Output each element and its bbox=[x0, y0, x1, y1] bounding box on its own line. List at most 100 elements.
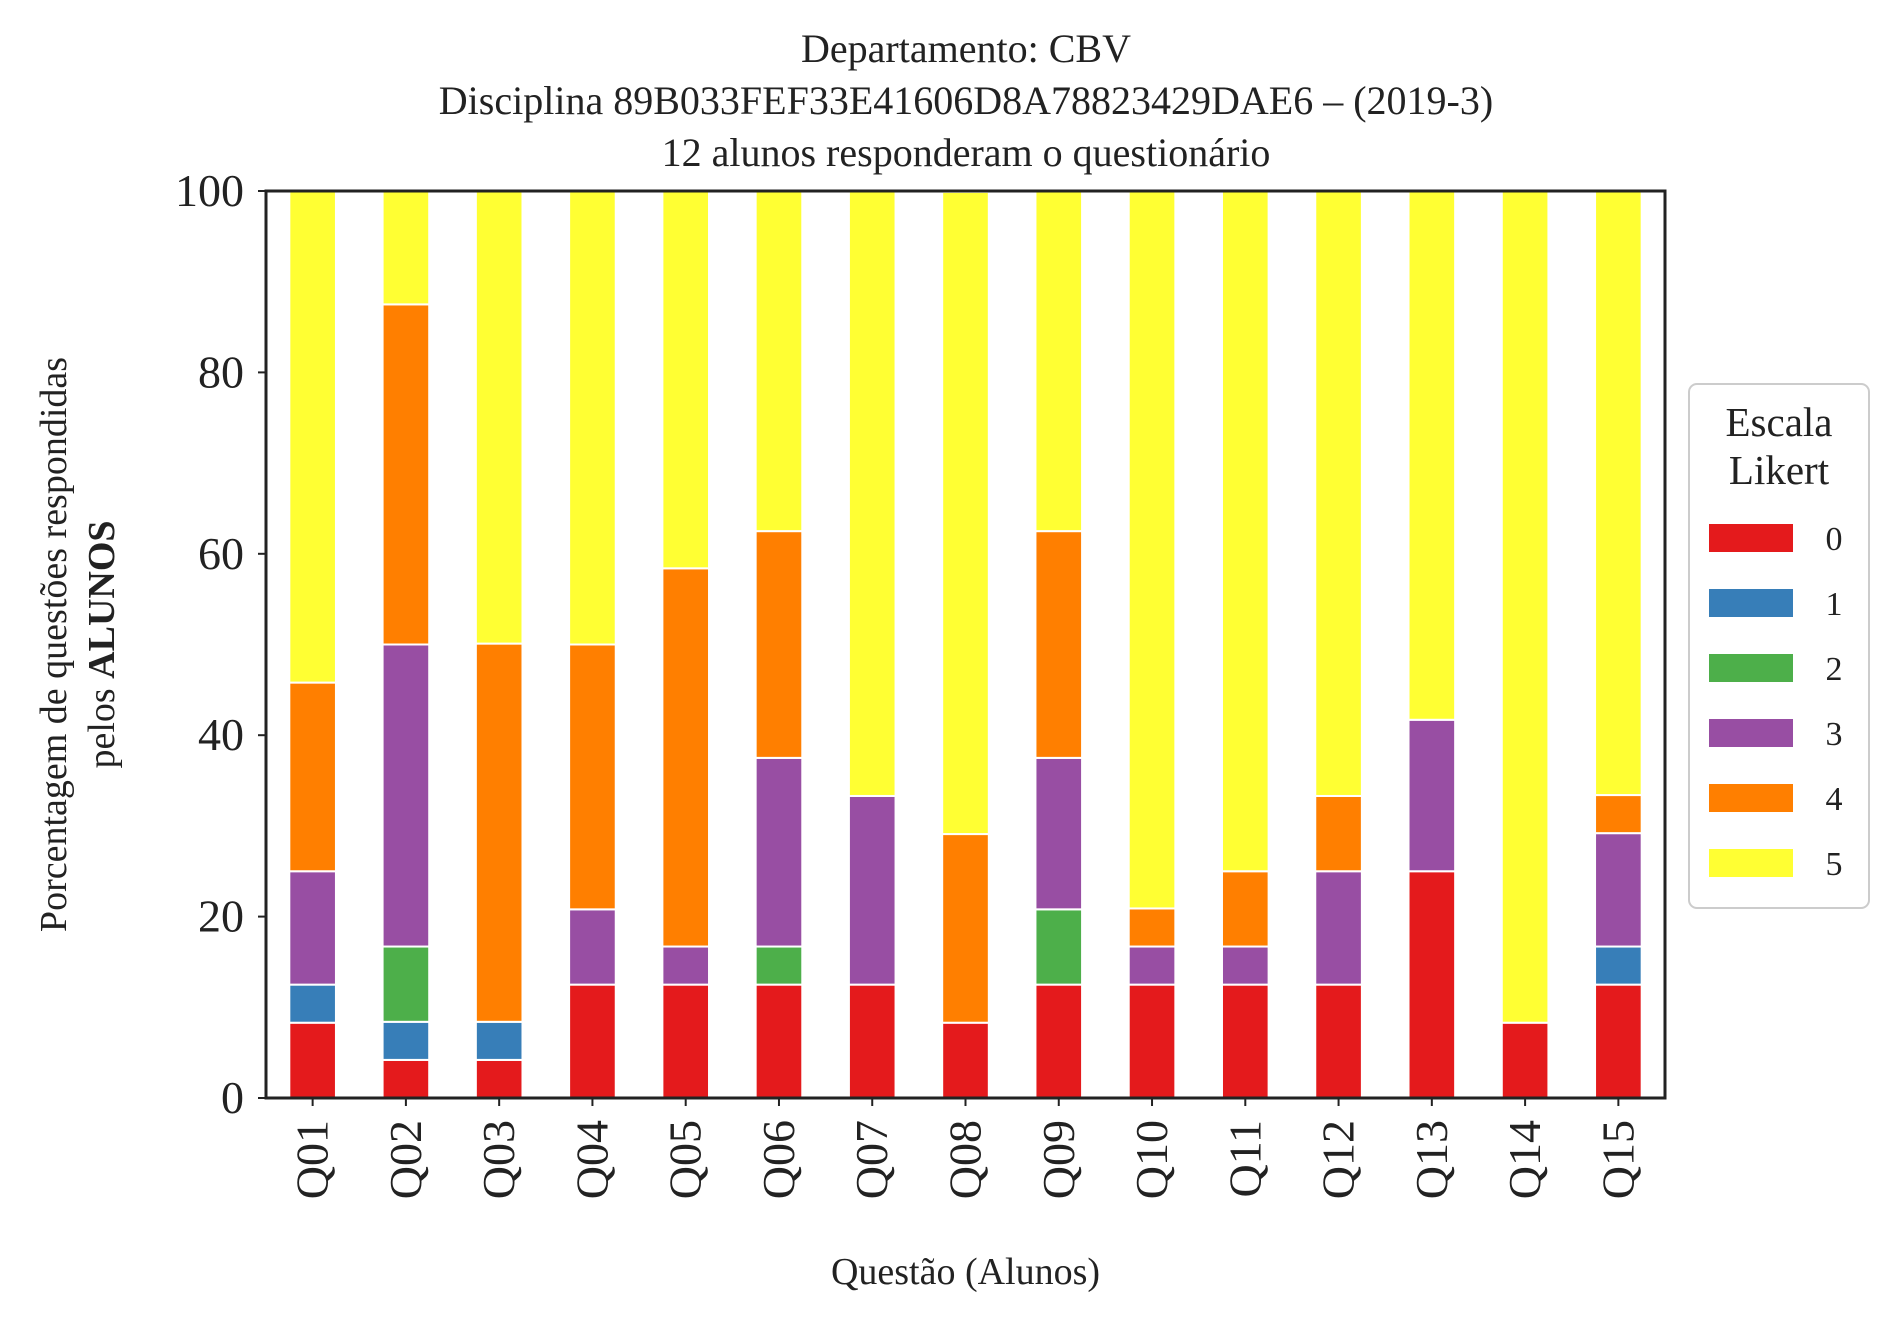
y-tick-label: 0 bbox=[221, 1072, 244, 1123]
bar-q09-likert-4 bbox=[1034, 530, 1084, 759]
bar-q03-likert-5 bbox=[474, 189, 524, 645]
legend-box bbox=[1688, 383, 1870, 909]
y-tick-label: 20 bbox=[198, 891, 244, 942]
bar-q09-likert-3 bbox=[1034, 756, 1084, 911]
bar-q01-likert-5 bbox=[288, 190, 337, 684]
bar-q06-likert-5 bbox=[754, 190, 804, 533]
x-tick-label-q08: Q08 bbox=[940, 1120, 991, 1199]
bar-q02-likert-4 bbox=[381, 303, 431, 646]
bar-q02-likert-0 bbox=[381, 1058, 431, 1100]
x-tick-label-q09: Q09 bbox=[1033, 1120, 1084, 1199]
bar-q07-likert-5 bbox=[847, 190, 897, 797]
bar-q15-likert-0 bbox=[1594, 983, 1643, 1099]
y-axis-label-line-1: Porcentagem de questões respondidas bbox=[33, 357, 75, 932]
x-tick-label-q14: Q14 bbox=[1499, 1120, 1550, 1199]
x-tick-label-q10: Q10 bbox=[1126, 1120, 1177, 1199]
x-axis-label: Questão (Alunos) bbox=[831, 1251, 1100, 1293]
legend-swatch-0 bbox=[1709, 524, 1793, 552]
bar-q10-likert-5 bbox=[1127, 189, 1177, 910]
bar-q03-likert-0 bbox=[474, 1058, 524, 1100]
legend-label-2: 2 bbox=[1826, 651, 1843, 688]
bar-q04-likert-4 bbox=[568, 643, 617, 911]
bar-q01-likert-3 bbox=[288, 870, 337, 986]
bar-q01-likert-0 bbox=[288, 1021, 337, 1099]
title-line-1: Departamento: CBV bbox=[801, 26, 1131, 71]
bar-q04-likert-5 bbox=[568, 190, 617, 646]
bar-q01-likert-1 bbox=[288, 983, 337, 1024]
bar-q02-likert-5 bbox=[381, 190, 431, 306]
title-line-3: 12 alunos responderam o questionário bbox=[662, 130, 1271, 175]
x-tick-label-q11: Q11 bbox=[1219, 1120, 1270, 1198]
bar-q05-likert-5 bbox=[661, 189, 711, 570]
bar-q11-likert-3 bbox=[1220, 945, 1270, 986]
bar-q03-likert-1 bbox=[474, 1020, 524, 1061]
bars bbox=[288, 189, 1643, 1100]
legend-swatch-5 bbox=[1709, 849, 1793, 877]
x-tick-label-q05: Q05 bbox=[660, 1120, 711, 1199]
bar-q02-likert-3 bbox=[381, 643, 431, 948]
bar-q15-likert-4 bbox=[1594, 794, 1643, 835]
bar-q08-likert-0 bbox=[941, 1021, 990, 1099]
bar-q11-likert-0 bbox=[1220, 983, 1270, 1099]
bar-q06-likert-3 bbox=[754, 756, 804, 948]
y-axis-label-line-2: pelos ALUNOS bbox=[81, 520, 123, 768]
bar-q11-likert-4 bbox=[1220, 870, 1270, 948]
x-tick-label-q13: Q13 bbox=[1406, 1120, 1457, 1199]
legend-items: 0 1 2 3 4 5 bbox=[1709, 521, 1843, 883]
bar-q08-likert-4 bbox=[941, 833, 990, 1024]
bar-q03-likert-4 bbox=[474, 642, 524, 1023]
bar-q11-likert-5 bbox=[1220, 190, 1270, 873]
bar-q02-likert-2 bbox=[381, 945, 431, 1023]
bar-q10-likert-4 bbox=[1127, 907, 1177, 948]
y-axis-label-prefix: pelos bbox=[81, 679, 123, 769]
y-axis-ticks: 0 20 40 60 80 100 bbox=[175, 165, 266, 1123]
y-axis-label: Porcentagem de questões respondidas pelo… bbox=[33, 357, 123, 932]
y-tick-label: 60 bbox=[198, 528, 244, 579]
bar-q14-likert-0 bbox=[1500, 1021, 1550, 1099]
legend-label-5: 5 bbox=[1826, 846, 1843, 883]
bar-q02-likert-1 bbox=[381, 1020, 431, 1061]
bar-q12-likert-4 bbox=[1314, 794, 1363, 873]
bar-q12-likert-0 bbox=[1314, 983, 1363, 1099]
x-tick-label-q02: Q02 bbox=[380, 1120, 431, 1199]
title-line-2: Disciplina 89B033FEF33E41606D8A78823429D… bbox=[439, 78, 1493, 123]
bar-q09-likert-2 bbox=[1034, 908, 1084, 986]
bar-q15-likert-3 bbox=[1594, 832, 1643, 948]
bar-q05-likert-4 bbox=[661, 567, 711, 948]
x-tick-label-q04: Q04 bbox=[566, 1120, 617, 1199]
bar-q12-likert-3 bbox=[1314, 870, 1363, 986]
legend-title-line-1: Escala bbox=[1726, 399, 1833, 445]
bar-q12-likert-5 bbox=[1314, 190, 1363, 797]
x-axis-ticks: Q01 Q02 Q03 Q04 Q05 Q06 Q07 Q08 Q09 Q10 Q11 Q12 Q13 Q… bbox=[287, 1098, 1643, 1199]
x-tick-label-q03: Q03 bbox=[473, 1120, 524, 1199]
bar-q09-likert-5 bbox=[1034, 190, 1084, 533]
bar-q06-likert-4 bbox=[754, 530, 804, 759]
legend-swatch-3 bbox=[1709, 719, 1793, 747]
x-tick-label-q07: Q07 bbox=[846, 1120, 897, 1199]
legend-label-3: 3 bbox=[1826, 716, 1843, 753]
y-axis-label-bold: ALUNOS bbox=[81, 520, 123, 678]
bar-q10-likert-3 bbox=[1127, 945, 1177, 986]
y-tick-label: 80 bbox=[198, 346, 244, 397]
y-tick-label: 40 bbox=[198, 709, 244, 760]
legend-label-0: 0 bbox=[1826, 521, 1843, 558]
legend-swatch-1 bbox=[1709, 589, 1793, 617]
legend-title-line-2: Likert bbox=[1729, 447, 1830, 493]
y-tick-label: 100 bbox=[175, 165, 244, 216]
bar-q05-likert-3 bbox=[661, 945, 711, 986]
x-tick-label-q12: Q12 bbox=[1313, 1120, 1364, 1199]
x-tick-label-q01: Q01 bbox=[287, 1120, 338, 1199]
bar-q06-likert-0 bbox=[754, 983, 804, 1099]
bar-q07-likert-0 bbox=[847, 983, 897, 1099]
chart-title: Departamento: CBV Disciplina 89B033FEF33… bbox=[439, 26, 1493, 175]
x-tick-label-q15: Q15 bbox=[1592, 1120, 1643, 1199]
bar-q07-likert-3 bbox=[847, 794, 897, 986]
bar-q13-likert-5 bbox=[1407, 190, 1457, 721]
bar-q06-likert-2 bbox=[754, 945, 804, 986]
legend-label-1: 1 bbox=[1826, 586, 1843, 623]
legend-label-4: 4 bbox=[1826, 781, 1843, 818]
bar-q04-likert-3 bbox=[568, 908, 617, 986]
bar-q08-likert-5 bbox=[941, 190, 990, 836]
